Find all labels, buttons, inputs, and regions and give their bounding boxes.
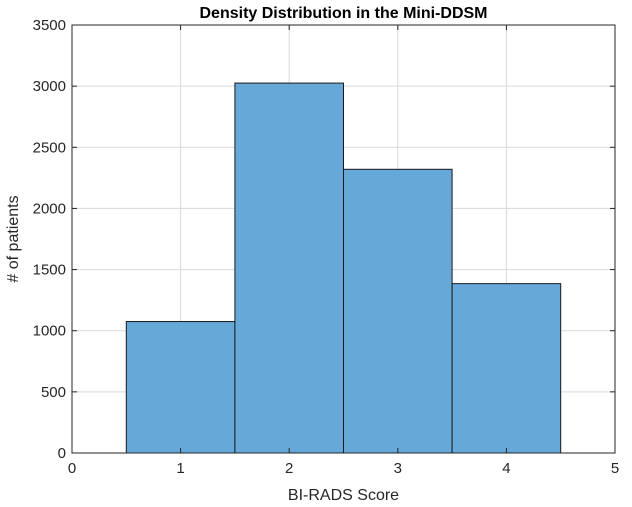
x-tick-label: 4 bbox=[502, 460, 510, 477]
y-tick-label: 3500 bbox=[33, 17, 66, 34]
x-tick-label: 3 bbox=[394, 460, 402, 477]
x-tick-label: 5 bbox=[611, 460, 619, 477]
y-axis-label: # of patients bbox=[5, 195, 22, 282]
y-tick-label: 500 bbox=[41, 384, 66, 401]
x-tick-label: 2 bbox=[285, 460, 293, 477]
tick-layer: 0 1 2 3 4 5 0 500 1000 1500 2000 2500 3000 3500 bbox=[33, 17, 620, 477]
y-tick-label: 2000 bbox=[33, 200, 66, 217]
y-tick-label: 2500 bbox=[33, 139, 66, 156]
y-tick-label: 1500 bbox=[33, 262, 66, 279]
histogram-bar bbox=[451, 283, 562, 454]
x-tick-label: 1 bbox=[176, 460, 184, 477]
x-tick-label: 0 bbox=[68, 460, 76, 477]
histogram-bar bbox=[125, 321, 236, 454]
y-tick-label: 0 bbox=[58, 445, 66, 462]
y-tick-label: 1000 bbox=[33, 323, 66, 340]
chart-title: Density Distribution in the Mini-DDSM bbox=[200, 5, 488, 22]
x-axis-label: BI-RADS Score bbox=[288, 487, 399, 504]
histogram-bar bbox=[234, 82, 344, 454]
y-tick-label: 3000 bbox=[33, 78, 66, 95]
axes-frame bbox=[71, 24, 616, 454]
bar-layer bbox=[125, 82, 562, 454]
histogram-bar bbox=[343, 168, 453, 454]
